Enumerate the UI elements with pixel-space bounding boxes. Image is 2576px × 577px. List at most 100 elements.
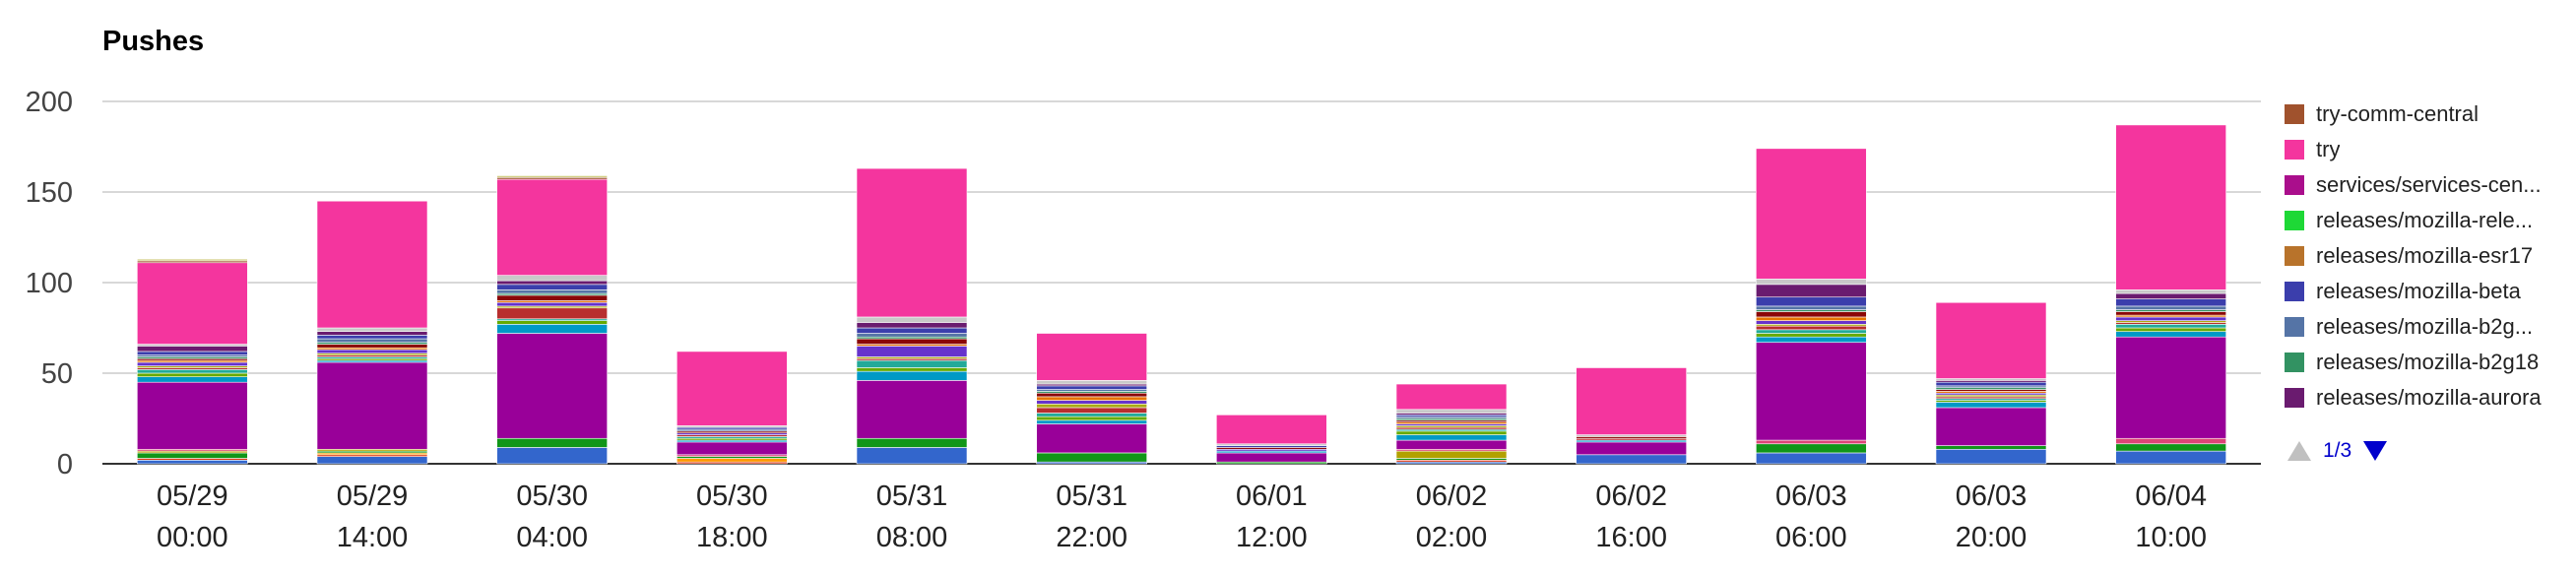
bar-segment bbox=[1756, 316, 1867, 321]
x-tick-label-date: 05/30 bbox=[696, 481, 768, 512]
bar-segment bbox=[137, 452, 248, 459]
legend-page-indicator: 1/3 bbox=[2323, 439, 2352, 462]
next-page-icon[interactable] bbox=[2363, 441, 2388, 461]
bar-segment bbox=[1036, 413, 1147, 417]
bar-segment bbox=[137, 369, 248, 374]
bar-segment bbox=[1935, 381, 2047, 387]
bar-segment bbox=[316, 200, 428, 329]
legend-item[interactable]: services/services-cen... bbox=[2285, 167, 2570, 203]
x-tick-label-date: 06/01 bbox=[1236, 481, 1308, 512]
bar-segment bbox=[2115, 316, 2226, 321]
y-tick-label: 100 bbox=[26, 268, 73, 299]
bar-segment bbox=[856, 333, 968, 338]
bar-segment bbox=[1036, 400, 1147, 405]
legend-swatch bbox=[2285, 246, 2304, 266]
legend-label: releases/mozilla-beta bbox=[2316, 279, 2521, 303]
bar-segment bbox=[1935, 407, 2047, 446]
bar-segment bbox=[1756, 439, 1867, 445]
legend-swatch bbox=[2285, 353, 2304, 372]
bar-segment bbox=[137, 351, 248, 355]
legend: try-comm-central try services/services-cen… bbox=[2285, 96, 2570, 416]
bar-segment bbox=[316, 331, 428, 336]
legend-item[interactable]: releases/mozilla-b2g18 bbox=[2285, 345, 2570, 380]
bar-segment bbox=[496, 175, 608, 178]
legend-item[interactable]: try-comm-central bbox=[2285, 96, 2570, 132]
x-tick-label-date: 05/31 bbox=[876, 481, 948, 512]
bar-segment bbox=[1935, 402, 2047, 409]
legend-swatch bbox=[2285, 211, 2304, 230]
bar-segment bbox=[856, 359, 968, 368]
chart-title: Pushes bbox=[102, 26, 205, 57]
bar-segment bbox=[856, 327, 968, 334]
legend-item[interactable]: releases/mozilla-beta bbox=[2285, 274, 2570, 309]
legend-label: try bbox=[2316, 137, 2341, 161]
legend-label: releases/mozilla-b2g18 bbox=[2316, 350, 2540, 374]
bar-segment bbox=[316, 327, 428, 332]
bar-segment bbox=[856, 346, 968, 357]
legend-swatch bbox=[2285, 175, 2304, 195]
legend-swatch bbox=[2285, 282, 2304, 301]
x-tick-label-time: 00:00 bbox=[157, 522, 228, 553]
bar-segment bbox=[496, 333, 608, 439]
bar-segment bbox=[2115, 305, 2226, 310]
bar-segment bbox=[496, 324, 608, 334]
bar-segment bbox=[2115, 437, 2226, 445]
bar-segment bbox=[496, 284, 608, 290]
legend-item[interactable]: releases/mozilla-b2g... bbox=[2285, 309, 2570, 345]
legend-label: releases/mozilla-aurora bbox=[2316, 385, 2542, 410]
bar-segment bbox=[1576, 441, 1687, 456]
bar-segment bbox=[1576, 367, 1687, 435]
x-tick-label-time: 06:00 bbox=[1775, 522, 1847, 553]
bar-segment bbox=[1756, 279, 1867, 286]
bar-segment bbox=[2115, 336, 2226, 439]
legend-item[interactable]: releases/mozilla-aurora bbox=[2285, 380, 2570, 416]
bar-segment bbox=[1036, 452, 1147, 463]
bar-segment bbox=[496, 320, 608, 325]
bar-segment bbox=[316, 344, 428, 349]
y-tick-label: 0 bbox=[57, 449, 73, 481]
bar-segment bbox=[496, 275, 608, 282]
y-tick-label: 150 bbox=[26, 177, 73, 209]
x-tick-label-date: 06/03 bbox=[1775, 481, 1847, 512]
bar-segment bbox=[137, 381, 248, 450]
previous-page-icon bbox=[2287, 441, 2311, 461]
plot-area: 0 50 100 150 200 05/29 00:00 05/29 14:00 05/30 04:… bbox=[26, 87, 2261, 553]
legend-label: services/services-cen... bbox=[2316, 172, 2542, 197]
bar-segment bbox=[1395, 383, 1508, 411]
bar-segment bbox=[1395, 450, 1508, 459]
bar-segment bbox=[856, 367, 968, 372]
x-tick-label-time: 12:00 bbox=[1236, 522, 1308, 553]
x-tick-label-time: 20:00 bbox=[1956, 522, 2028, 553]
bar-segment bbox=[1756, 452, 1867, 465]
bar-segment bbox=[137, 258, 248, 262]
legend-label: releases/mozilla-esr17 bbox=[2316, 243, 2534, 268]
legend-item[interactable]: releases/mozilla-rele... bbox=[2285, 203, 2570, 238]
bar-segment bbox=[496, 289, 608, 294]
legend-label: releases/mozilla-b2g... bbox=[2316, 314, 2534, 339]
bar-segment bbox=[1576, 454, 1687, 465]
bar-segment bbox=[2115, 298, 2226, 307]
bar-segment bbox=[1395, 434, 1508, 441]
bar-segment bbox=[1756, 296, 1867, 307]
legend-item[interactable]: try bbox=[2285, 132, 2570, 167]
bar-segment bbox=[676, 458, 788, 463]
bar-segment bbox=[1756, 305, 1867, 310]
bar-segment bbox=[1756, 320, 1867, 325]
bar-segment bbox=[137, 372, 248, 377]
legend-swatch bbox=[2285, 140, 2304, 160]
x-tick-label-date: 05/31 bbox=[1056, 481, 1127, 512]
bar-segment bbox=[1935, 301, 2047, 379]
bar-segment bbox=[316, 456, 428, 465]
bar-segment bbox=[856, 447, 968, 465]
bar-segment bbox=[2115, 311, 2226, 316]
bar-segment bbox=[1036, 416, 1147, 421]
x-tick-label-time: 10:00 bbox=[2135, 522, 2207, 553]
x-tick-label-time: 02:00 bbox=[1416, 522, 1488, 553]
bar-segment bbox=[2115, 443, 2226, 452]
bar-segment bbox=[2115, 124, 2226, 290]
legend-swatch bbox=[2285, 388, 2304, 408]
bar-segment bbox=[1756, 342, 1867, 441]
legend-item[interactable]: releases/mozilla-esr17 bbox=[2285, 238, 2570, 274]
bar-segment bbox=[2115, 450, 2226, 465]
bar-segment bbox=[1395, 409, 1508, 414]
